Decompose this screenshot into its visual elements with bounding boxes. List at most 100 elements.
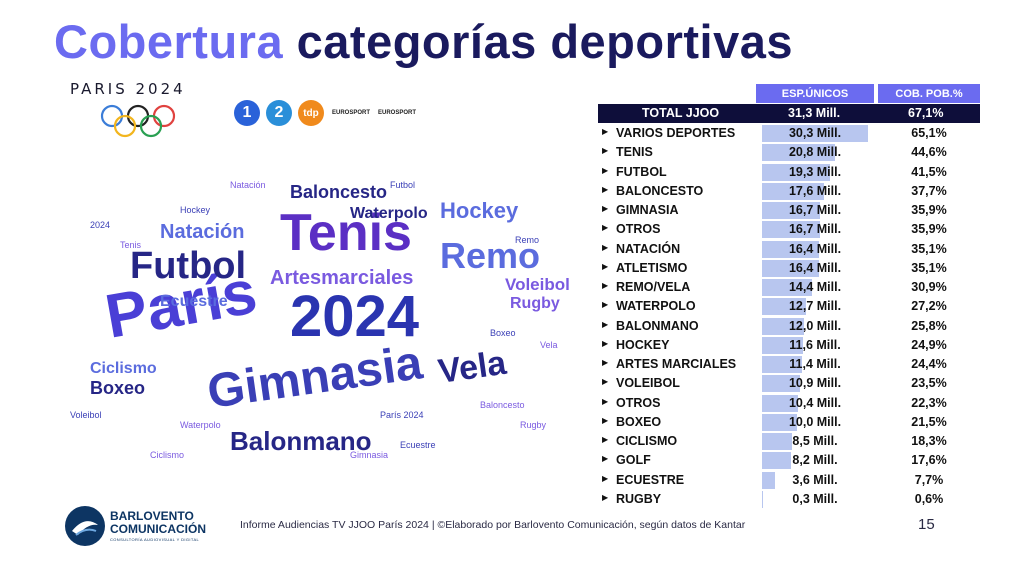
esp-value: 14,4 Mill. [788,280,842,294]
esp-value: 10,9 Mill. [788,376,842,391]
value-bar [762,259,820,277]
page-number: 15 [918,516,935,533]
value-bar [762,433,792,450]
sport-label: BALONMANO [616,318,699,333]
cloud-shape [63,178,587,458]
title-highlight: Cobertura [54,15,284,68]
total-cob: 67,1% [908,106,944,120]
eurosport1-logo: EUROSPORT [332,110,371,116]
arrow-icon: ▶ [602,281,609,290]
cob-value: 24,9% [911,337,947,352]
value-bar [762,279,813,296]
arrow-icon: ▶ [602,261,609,271]
value-bar [762,182,824,200]
esp-value: 16,7 Mill. [788,222,842,237]
esp-value: 16,4 Mill. [788,241,842,256]
source-note: Informe Audiencias TV JJOO París 2024 | … [240,519,746,531]
arrow-icon: ▶ [602,377,609,387]
brand-line2: COMUNICACIÓN [110,522,206,536]
brand-line1: BARLOVENTO [110,509,194,523]
cob-value: 22,3% [911,395,947,410]
sport-label: CICLISMO [616,434,678,448]
cloud-word-small: Vela [540,340,558,350]
esp-value: 16,7 Mill. [788,203,842,217]
value-bar [762,317,804,335]
cloud-word: Natación [160,221,244,243]
cob-value: 21,5% [911,414,947,429]
cloud-word-small: 2024 [90,220,110,230]
esp-value: 8,2 Mill. [792,453,838,468]
arrow-icon: ▶ [602,300,609,310]
value-bar [762,144,835,162]
table-row: ▶ WATERPOLO 12,7 Mill. 27,2% [598,297,980,316]
esp-value: 30,3 Mill. [788,126,842,140]
sport-label: TENIS [616,145,653,160]
cloud-word: Balonmano [230,426,372,456]
sport-label: BALONCESTO [616,183,704,198]
arrow-icon: ▶ [602,473,609,483]
paris-2024-logo-text: PARIS 2024 [70,80,186,98]
value-bar [762,413,797,431]
sport-label: NATACIÓN [616,241,681,256]
arrow-icon: ▶ [602,454,609,464]
table-row: ▶ BALONMANO 12,0 Mill. 25,8% [598,317,980,336]
cloud-word-small: Ciclismo [150,450,184,460]
table-row: ▶ ECUESTRE 3,6 Mill. 7,7% [598,471,980,490]
cloud-word-small: Rugby [520,420,547,430]
cob-value: 7,7% [914,472,944,487]
sport-label: ARTES MARCIALES [616,357,737,371]
cob-value: 23,5% [911,376,947,391]
barlovento-logo-icon [65,506,105,546]
sport-label: ECUESTRE [616,472,685,487]
cloud-word-small: Gimnasia [350,450,388,460]
table-row: ▶ TENIS 20,8 Mill. 44,6% [598,143,980,162]
arrow-icon: ▶ [602,396,609,406]
sport-label: VARIOS DEPORTES [616,126,736,140]
cloud-word-small: Voleibol [70,410,102,420]
sport-label: BOXEO [616,414,662,429]
esp-value: 3,6 Mill. [792,472,838,487]
sport-label: FUTBOL [616,164,667,179]
sport-label: REMO/VELA [616,280,691,294]
brand-subtitle: CONSULTORÍA AUDIOVISUAL Y DIGITAL [110,537,200,542]
cloud-word: Baloncesto [290,182,387,202]
cloud-word-small: Futbol [390,180,415,190]
sport-label: WATERPOLO [616,299,696,314]
table-row: ▶ ARTES MARCIALES 11,4 Mill. 24,4% [598,355,980,374]
table-row: ▶ VOLEIBOL 10,9 Mill. 23,5% [598,374,980,393]
cloud-word: Voleibol [505,275,570,294]
sport-label: VOLEIBOL [616,376,680,391]
value-bar [762,375,801,393]
esp-value: 20,8 Mill. [788,145,842,160]
channel-logos: 1 2 tdp EUROSPORT EUROSPORT [234,100,416,126]
value-bar [762,336,803,354]
cloud-word: Hockey [440,198,519,223]
tdp-logo-icon: tdp [298,100,324,126]
table-row: ▶ HOCKEY 11,6 Mill. 24,9% [598,336,980,355]
cloud-word: Futbol [130,245,246,287]
arrow-icon: ▶ [602,204,609,213]
cloud-word-small: París 2024 [380,410,424,420]
arrow-icon: ▶ [602,223,609,233]
value-bar [762,125,868,142]
table-row: ▶ FUTBOL 19,3 Mill. 41,5% [598,163,980,182]
cob-value: 35,1% [911,260,947,275]
value-bar [762,298,807,316]
cob-value: 35,1% [911,241,947,256]
cob-value: 27,2% [911,299,947,314]
la2-logo-icon: 2 [266,100,292,126]
cob-value: 37,7% [911,183,947,198]
cloud-word: Remo [440,235,540,276]
esp-value: 16,4 Mill. [788,260,842,275]
table-row: ▶ RUGBY 0,3 Mill. 0,6% [598,490,980,509]
esp-value: 10,0 Mill. [788,414,842,429]
cloud-word: Tenis [280,204,412,262]
esp-value: 8,5 Mill. [792,434,838,448]
arrow-icon: ▶ [602,165,609,175]
cloud-word-small: Remo [515,235,539,245]
value-bar [762,221,821,239]
cloud-word: 2024 [290,284,419,349]
arrow-icon: ▶ [602,435,609,444]
cob-value: 17,6% [911,453,947,468]
